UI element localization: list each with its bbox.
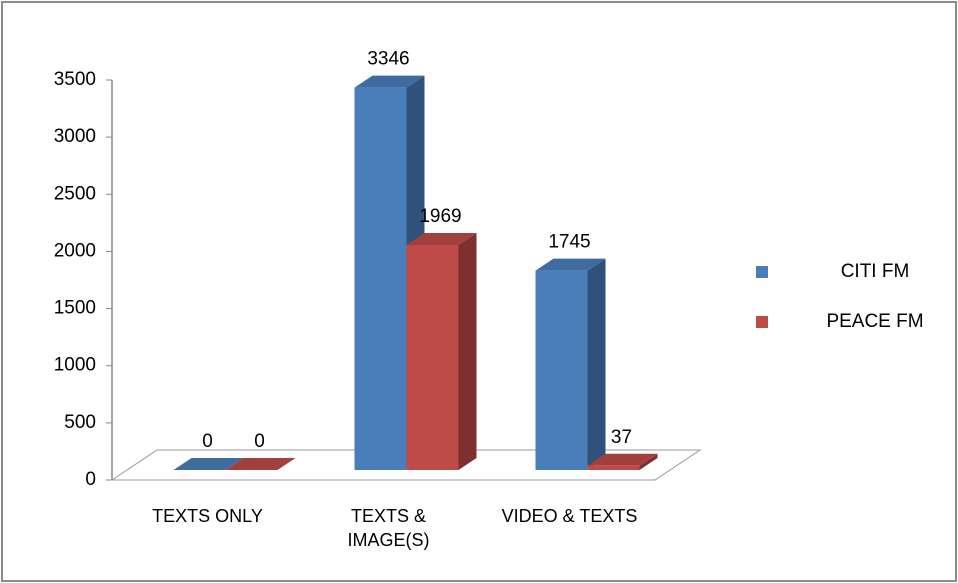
y-tick-label: 2500 (54, 183, 96, 204)
value-label: 37 (611, 427, 632, 448)
y-tick-label: 2000 (54, 240, 96, 261)
bar-top (406, 232, 477, 245)
bar (173, 458, 244, 470)
bar-top (173, 458, 244, 470)
bar (535, 258, 606, 470)
bar-top (354, 75, 425, 88)
value-label: 3346 (367, 49, 409, 70)
bar (587, 453, 658, 470)
bar-front (406, 244, 459, 470)
bar-front (354, 87, 407, 470)
x-tick-label: VIDEO & TEXTS (501, 506, 638, 526)
y-tick-label: 3000 (54, 126, 96, 147)
bar-side (587, 258, 606, 470)
y-tick-label: 0 (85, 469, 96, 490)
bar (225, 458, 296, 470)
x-tick-label: TEXTS ONLY (152, 506, 263, 526)
legend-swatch (756, 316, 768, 328)
value-label: 1745 (548, 232, 590, 253)
y-tick-label: 500 (64, 412, 96, 433)
bar-side (458, 232, 477, 470)
y-tick-label: 1000 (54, 355, 96, 376)
bar (406, 232, 477, 470)
legend-swatch (756, 266, 768, 278)
legend-label: CITI FM (841, 261, 910, 282)
y-tick-label: 3500 (54, 69, 96, 90)
value-label: 0 (254, 431, 265, 452)
value-label: 1969 (419, 206, 461, 227)
legend-label: PEACE FM (826, 311, 923, 332)
y-tick-label: 1500 (54, 298, 96, 319)
x-tick-label: TEXTS & IMAGE(S) (347, 506, 430, 550)
bar-front (587, 465, 640, 470)
bar-top (535, 258, 606, 271)
bar-top (225, 458, 296, 470)
value-label: 0 (202, 431, 213, 452)
bar-front (535, 270, 588, 470)
bar-side (639, 453, 658, 470)
bar-top (587, 453, 658, 466)
